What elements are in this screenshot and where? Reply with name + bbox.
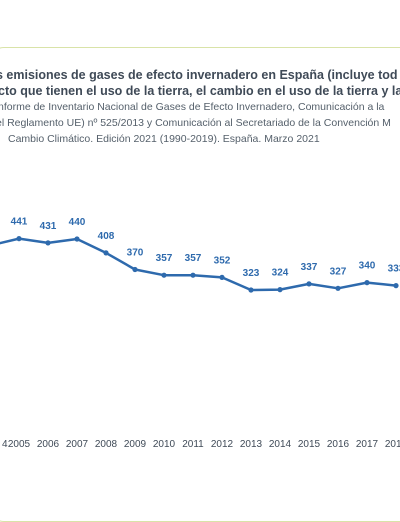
x-tick-label: 2007: [66, 439, 89, 450]
data-point: [306, 281, 312, 287]
data-label: 337: [301, 262, 318, 273]
data-label: 340: [359, 261, 376, 272]
data-point: [190, 272, 196, 278]
data-label: 323: [243, 268, 260, 279]
x-tick-label: 2014: [269, 439, 292, 450]
data-label: 327: [330, 266, 347, 277]
data-point: [393, 283, 399, 289]
x-tick-label: 2010: [153, 439, 176, 450]
data-label: 408: [98, 231, 115, 242]
data-point: [248, 287, 254, 293]
series-line: [0, 237, 397, 292]
data-label: 440: [69, 217, 86, 228]
x-tick-label: 2017: [356, 439, 379, 450]
data-point: [277, 287, 283, 293]
data-label: 352: [214, 255, 231, 266]
x-tick-label: 2006: [37, 439, 60, 450]
x-tick-label: 2011: [182, 439, 204, 450]
chart-source-line-3: Cambio Climático. Edición 2021 (1990-201…: [8, 133, 320, 145]
x-tick-label: 2012: [211, 439, 234, 450]
data-label: 431: [40, 221, 57, 232]
data-point: [103, 250, 109, 256]
data-point: [161, 272, 167, 278]
data-label: 324: [272, 268, 289, 279]
data-label: 333: [388, 264, 400, 275]
data-label: 357: [185, 253, 202, 264]
data-label: 370: [127, 248, 144, 259]
x-tick-label: 2005: [8, 439, 31, 450]
chart-title-line-2: cto que tienen el uso de la tierra, el c…: [0, 84, 400, 98]
x-tick-label: 2016: [327, 439, 350, 450]
chart-source-line-1: nforme de Inventario Nacional de Gases d…: [0, 101, 385, 113]
data-point: [219, 274, 225, 280]
chart-title-line-1: s emisiones de gases de efecto invernade…: [0, 68, 398, 82]
data-point: [74, 236, 80, 242]
x-tick-label: 2018: [385, 439, 400, 450]
data-point: [335, 285, 341, 291]
data-point: [16, 236, 22, 242]
data-label: 441: [11, 217, 28, 228]
x-tick-label: 2009: [124, 439, 147, 450]
data-label: 357: [156, 253, 173, 264]
x-tick-label: 2008: [95, 439, 118, 450]
data-point: [45, 240, 51, 246]
x-tick-label: 2013: [240, 439, 263, 450]
x-tick-label: 4: [2, 439, 8, 450]
chart-source-line-2: el Reglamento UE) nº 525/2013 y Comunica…: [0, 117, 391, 129]
x-tick-label: 2015: [298, 439, 321, 450]
data-point: [364, 280, 370, 286]
chart-header: s emisiones de gases de efecto invernade…: [0, 67, 400, 147]
data-point: [132, 266, 138, 273]
